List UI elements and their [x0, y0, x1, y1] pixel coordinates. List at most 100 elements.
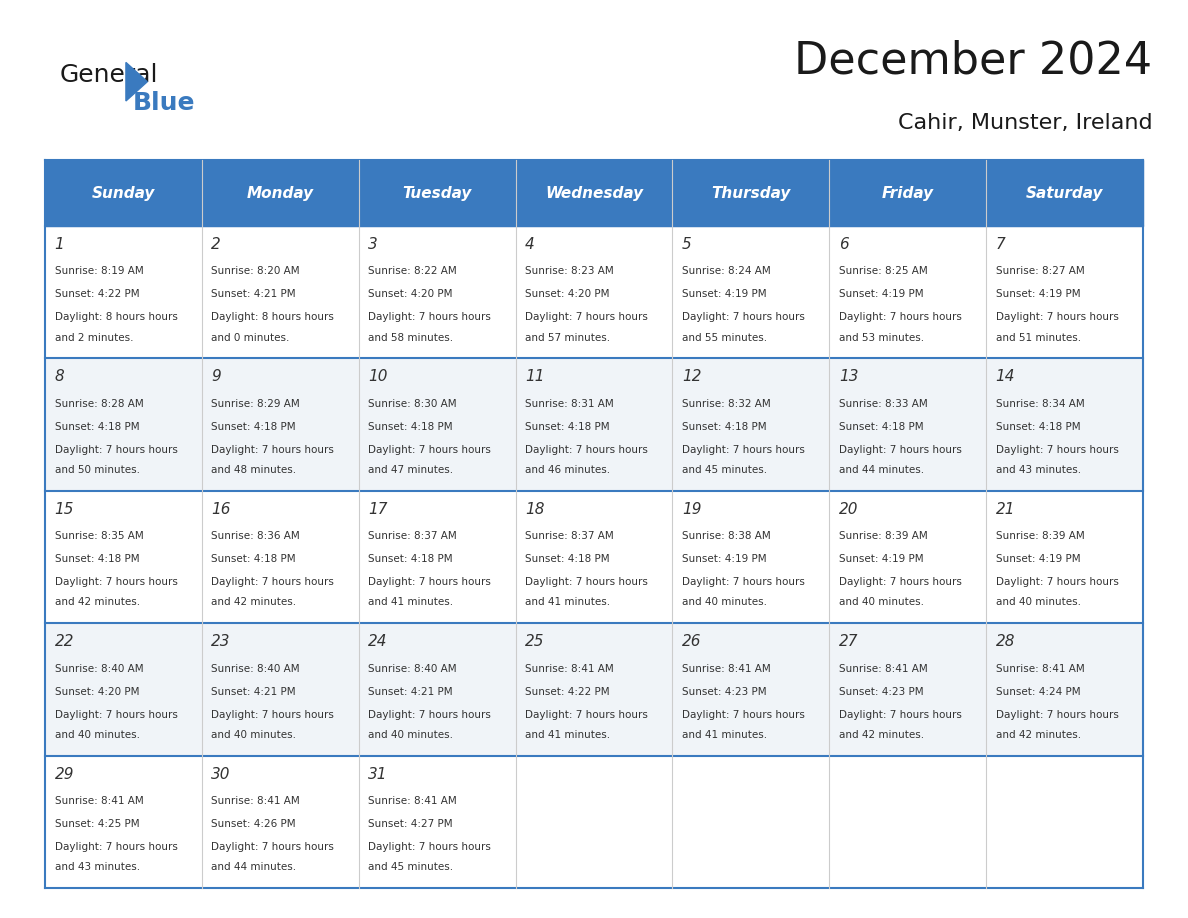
Text: Saturday: Saturday [1025, 185, 1104, 200]
Text: Sunrise: 8:39 AM: Sunrise: 8:39 AM [996, 532, 1085, 542]
Bar [672, 623, 829, 756]
Text: Sunset: 4:22 PM: Sunset: 4:22 PM [55, 289, 139, 299]
Text: Daylight: 7 hours hours: Daylight: 7 hours hours [55, 842, 177, 852]
Text: Sunset: 4:21 PM: Sunset: 4:21 PM [211, 687, 296, 697]
Text: Sunrise: 8:37 AM: Sunrise: 8:37 AM [368, 532, 457, 542]
Text: 29: 29 [55, 767, 74, 781]
Text: Sunset: 4:20 PM: Sunset: 4:20 PM [368, 289, 453, 299]
Bar [45, 491, 202, 623]
Text: and 42 minutes.: and 42 minutes. [839, 730, 924, 740]
Bar [829, 756, 986, 888]
Text: 12: 12 [682, 369, 701, 385]
Text: Sunset: 4:18 PM: Sunset: 4:18 PM [211, 554, 296, 565]
Text: and 50 minutes.: and 50 minutes. [55, 465, 139, 475]
Text: Daylight: 7 hours hours: Daylight: 7 hours hours [55, 710, 177, 720]
Text: and 42 minutes.: and 42 minutes. [211, 598, 297, 608]
Bar [672, 226, 829, 358]
Polygon shape [126, 62, 147, 101]
Text: 25: 25 [525, 634, 544, 649]
Text: 13: 13 [839, 369, 858, 385]
Text: Sunset: 4:18 PM: Sunset: 4:18 PM [682, 421, 766, 431]
Text: Sunrise: 8:36 AM: Sunrise: 8:36 AM [211, 532, 301, 542]
Text: and 41 minutes.: and 41 minutes. [525, 598, 611, 608]
Text: and 40 minutes.: and 40 minutes. [682, 598, 767, 608]
Text: 10: 10 [368, 369, 387, 385]
Text: Sunset: 4:18 PM: Sunset: 4:18 PM [368, 421, 453, 431]
Text: 5: 5 [682, 237, 691, 252]
Text: Sunrise: 8:29 AM: Sunrise: 8:29 AM [211, 398, 301, 409]
Text: Daylight: 7 hours hours: Daylight: 7 hours hours [996, 312, 1119, 322]
Text: Daylight: 7 hours hours: Daylight: 7 hours hours [682, 312, 804, 322]
Text: Blue: Blue [133, 91, 196, 115]
Bar [516, 623, 672, 756]
Text: Sunset: 4:19 PM: Sunset: 4:19 PM [839, 289, 923, 299]
Text: Friday: Friday [881, 185, 934, 200]
Text: and 42 minutes.: and 42 minutes. [55, 598, 140, 608]
Text: Sunrise: 8:41 AM: Sunrise: 8:41 AM [996, 664, 1085, 674]
Text: Sunset: 4:23 PM: Sunset: 4:23 PM [682, 687, 766, 697]
Text: Sunset: 4:25 PM: Sunset: 4:25 PM [55, 819, 139, 829]
Text: Daylight: 7 hours hours: Daylight: 7 hours hours [368, 710, 491, 720]
Text: Daylight: 7 hours hours: Daylight: 7 hours hours [839, 312, 961, 322]
Text: Sunset: 4:26 PM: Sunset: 4:26 PM [211, 819, 296, 829]
Text: Sunset: 4:19 PM: Sunset: 4:19 PM [682, 289, 766, 299]
Text: and 43 minutes.: and 43 minutes. [996, 465, 1081, 475]
Bar [829, 226, 986, 358]
Text: Sunset: 4:24 PM: Sunset: 4:24 PM [996, 687, 1080, 697]
Bar [45, 756, 202, 888]
Bar [359, 358, 516, 491]
Text: Daylight: 7 hours hours: Daylight: 7 hours hours [368, 444, 491, 454]
Text: Daylight: 7 hours hours: Daylight: 7 hours hours [839, 710, 961, 720]
Text: Sunrise: 8:30 AM: Sunrise: 8:30 AM [368, 398, 457, 409]
Text: 3: 3 [368, 237, 378, 252]
Text: 14: 14 [996, 369, 1016, 385]
Text: Sunset: 4:18 PM: Sunset: 4:18 PM [55, 421, 139, 431]
Text: and 55 minutes.: and 55 minutes. [682, 332, 767, 342]
Text: and 44 minutes.: and 44 minutes. [839, 465, 924, 475]
Text: Daylight: 7 hours hours: Daylight: 7 hours hours [368, 577, 491, 588]
Text: Daylight: 7 hours hours: Daylight: 7 hours hours [996, 444, 1119, 454]
Text: 9: 9 [211, 369, 221, 385]
Text: 2: 2 [211, 237, 221, 252]
Text: Daylight: 8 hours hours: Daylight: 8 hours hours [211, 312, 334, 322]
Text: 26: 26 [682, 634, 701, 649]
Text: Sunrise: 8:41 AM: Sunrise: 8:41 AM [682, 664, 771, 674]
Text: Sunrise: 8:27 AM: Sunrise: 8:27 AM [996, 266, 1085, 276]
Bar [516, 491, 672, 623]
Text: 30: 30 [211, 767, 230, 781]
Bar [672, 358, 829, 491]
Bar [202, 756, 359, 888]
Text: Daylight: 7 hours hours: Daylight: 7 hours hours [996, 710, 1119, 720]
Text: Sunset: 4:19 PM: Sunset: 4:19 PM [682, 554, 766, 565]
Bar [359, 623, 516, 756]
Bar [986, 756, 1143, 888]
Text: Daylight: 7 hours hours: Daylight: 7 hours hours [839, 577, 961, 588]
Text: Sunrise: 8:41 AM: Sunrise: 8:41 AM [525, 664, 614, 674]
Bar [359, 226, 516, 358]
Bar [986, 358, 1143, 491]
Text: and 44 minutes.: and 44 minutes. [211, 862, 297, 872]
Text: Sunset: 4:18 PM: Sunset: 4:18 PM [368, 554, 453, 565]
Text: Sunrise: 8:39 AM: Sunrise: 8:39 AM [839, 532, 928, 542]
Text: Sunset: 4:27 PM: Sunset: 4:27 PM [368, 819, 453, 829]
Text: 6: 6 [839, 237, 848, 252]
Text: and 41 minutes.: and 41 minutes. [682, 730, 767, 740]
Text: Cahir, Munster, Ireland: Cahir, Munster, Ireland [898, 113, 1152, 133]
Text: Daylight: 7 hours hours: Daylight: 7 hours hours [682, 577, 804, 588]
Text: Tuesday: Tuesday [403, 185, 472, 200]
Text: Sunrise: 8:25 AM: Sunrise: 8:25 AM [839, 266, 928, 276]
Text: 15: 15 [55, 502, 74, 517]
Text: Daylight: 7 hours hours: Daylight: 7 hours hours [211, 577, 334, 588]
Text: 20: 20 [839, 502, 858, 517]
Text: and 43 minutes.: and 43 minutes. [55, 862, 140, 872]
Text: and 45 minutes.: and 45 minutes. [682, 465, 767, 475]
Bar [986, 623, 1143, 756]
Bar [359, 756, 516, 888]
Text: Sunset: 4:19 PM: Sunset: 4:19 PM [996, 289, 1080, 299]
Text: and 40 minutes.: and 40 minutes. [211, 730, 296, 740]
Text: Daylight: 7 hours hours: Daylight: 7 hours hours [368, 312, 491, 322]
Text: and 2 minutes.: and 2 minutes. [55, 332, 133, 342]
Bar [672, 756, 829, 888]
Text: Sunrise: 8:19 AM: Sunrise: 8:19 AM [55, 266, 144, 276]
Text: 23: 23 [211, 634, 230, 649]
